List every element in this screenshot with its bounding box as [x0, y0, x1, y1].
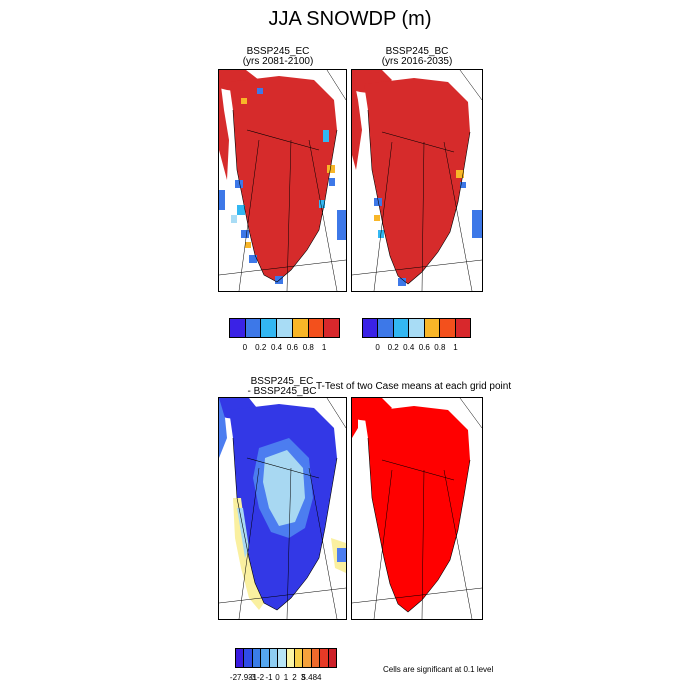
- colorbar-top-left-swatch-6: [324, 319, 340, 337]
- colorbar-difference-swatch-10: [320, 649, 329, 667]
- colorbar-top-left-tick-label: 0.8: [302, 343, 314, 352]
- colorbar-difference-swatch-0: [236, 649, 245, 667]
- colorbar-top-left-tick-label: 0.4: [271, 343, 283, 352]
- colorbar-top-right-swatch-3: [409, 319, 425, 337]
- colorbar-top-left-swatch-5: [308, 319, 325, 337]
- colorbar-top-right-tick-label: 0.2: [387, 343, 399, 352]
- colorbar-difference-tick-label: -1: [265, 673, 273, 682]
- colorbar-top-left-tick-label: 1: [321, 343, 327, 352]
- panel-title-bottom-left: BSSP245_EC - BSSP245_BC: [247, 376, 317, 397]
- colorbar-top-left-swatch-3: [277, 319, 293, 337]
- colorbar-difference-tick-label: 1: [283, 673, 289, 682]
- colorbar-top-right-swatch-0: [363, 319, 379, 337]
- colorbar-top-right-swatch-1: [378, 319, 394, 337]
- map-top-right: [352, 70, 482, 291]
- panel-title-top-left: BSSP245_EC (yrs 2081-2100): [242, 46, 314, 67]
- colorbar-top-right-tick-label: 0.6: [418, 343, 430, 352]
- colorbar-top-right: [362, 318, 471, 338]
- colorbar-top-right-tick-label: 1: [453, 343, 458, 352]
- colorbar-top-left-tick-label: 0.6: [286, 343, 298, 352]
- colorbar-difference-swatch-7: [294, 649, 304, 667]
- panel-title-bottom-right: T-Test of two Case means at each grid po…: [316, 381, 512, 392]
- colorbar-difference-swatch-9: [311, 649, 321, 667]
- colorbar-top-right-labels: 0 0.2 0.4 0.6 0.8 1: [362, 343, 471, 353]
- colorbar-top-left-tick-label: 0.2: [255, 343, 267, 352]
- colorbar-difference-swatch-6: [286, 649, 295, 667]
- colorbar-top-left-swatch-2: [261, 319, 278, 337]
- colorbar-top-left-swatch-0: [230, 319, 246, 337]
- colorbar-top-left: [229, 318, 340, 338]
- colorbar-top-right-swatch-2: [393, 319, 410, 337]
- colorbar-top-left-labels: 0 0.2 0.4 0.6 0.8 1: [229, 343, 340, 353]
- colorbar-top-right-swatch-4: [424, 319, 441, 337]
- colorbar-top-right-tick-label: 0.8: [434, 343, 446, 352]
- colorbar-top-right-tick-label: 0.4: [403, 343, 415, 352]
- map-panel-top-left: [218, 69, 347, 292]
- colorbar-top-right-tick-label: 0: [375, 343, 380, 352]
- colorbar-top-right-swatch-5: [440, 319, 456, 337]
- colorbar-difference-swatch-11: [328, 649, 337, 667]
- colorbar-difference-swatch-3: [261, 649, 270, 667]
- map-panel-top-right: [351, 69, 483, 292]
- map-bottom-left: [219, 398, 346, 619]
- colorbar-difference-tick-label: 5.484: [301, 673, 322, 682]
- colorbar-difference-tick-label: 3: [300, 673, 306, 682]
- colorbar-top-right-swatch-6: [455, 319, 470, 337]
- figure-title: JJA SNOWDP (m): [268, 8, 432, 30]
- map-top-left: [219, 70, 346, 291]
- colorbar-difference-tick-label: -3: [248, 673, 256, 682]
- colorbar-difference-swatch-5: [278, 649, 287, 667]
- colorbar-difference-tick-label: 0: [275, 673, 280, 682]
- colorbar-top-left-swatch-4: [292, 319, 309, 337]
- colorbar-difference-labels: -27.931 -3 -2 -1 0 1 2 3 5.484: [230, 673, 337, 683]
- map-panel-bottom-left: [218, 397, 347, 620]
- panel-title-top-right: BSSP245_BC (yrs 2016-2035): [381, 46, 453, 67]
- colorbar-difference-tick-label: -2: [256, 673, 265, 682]
- colorbar-difference-tick-label: -27.931: [229, 673, 258, 682]
- significance-note: Cells are significant at 0.1 level: [383, 665, 494, 674]
- colorbar-top-left-swatch-1: [245, 319, 262, 337]
- colorbar-difference-swatch-4: [269, 649, 279, 667]
- map-bottom-right: [352, 398, 482, 619]
- colorbar-difference-tick-label: 2: [292, 673, 297, 682]
- colorbar-difference-swatch-8: [303, 649, 312, 667]
- colorbar-difference: [235, 648, 337, 668]
- colorbar-difference-swatch-1: [244, 649, 253, 667]
- colorbar-top-left-tick-label: 0: [242, 343, 248, 352]
- colorbar-difference-swatch-2: [252, 649, 262, 667]
- map-panel-bottom-right: [351, 397, 483, 620]
